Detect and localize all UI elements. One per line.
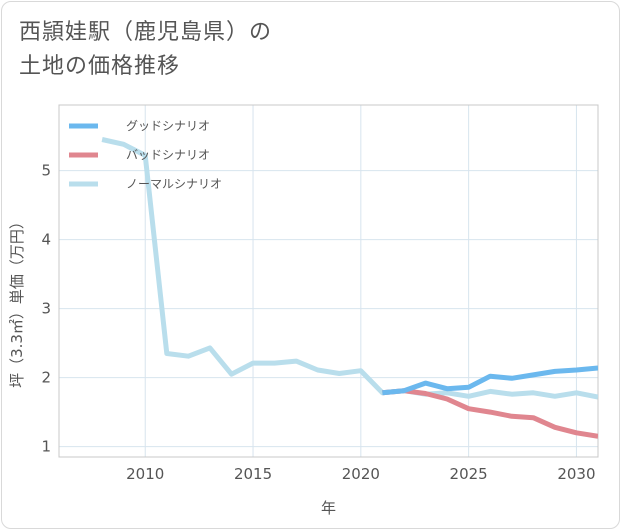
- series-line-0: [382, 365, 598, 396]
- grid-lines: [59, 105, 598, 457]
- legend-label: ノーマルシナリオ: [126, 177, 222, 191]
- y-tick-label: 3: [41, 300, 51, 318]
- x-axis-label: 年: [321, 499, 336, 517]
- legend-label: バッドシナリオ: [126, 148, 210, 162]
- y-tick-label: 1: [41, 438, 51, 456]
- title-line-1: 西頴娃駅（鹿児島県）の: [19, 20, 273, 45]
- series-line-1: [382, 388, 598, 439]
- y-tick-label: 5: [41, 162, 51, 180]
- series-layer: [101, 137, 598, 439]
- y-axis-label: 坪（3.3㎡）単価（万円）: [8, 214, 26, 388]
- series-line-2: [101, 137, 598, 400]
- x-tick-label: 2010: [126, 465, 164, 483]
- page-title: 西頴娃駅（鹿児島県）の 土地の価格推移: [19, 16, 272, 84]
- x-tick-label: 2015: [234, 465, 272, 483]
- x-tick-labels: 2010 2015 2020 2025 2030: [126, 465, 595, 483]
- x-tick-label: 2030: [557, 465, 595, 483]
- legend-label: グッドシナリオ: [126, 119, 210, 133]
- y-tick-label: 4: [41, 231, 51, 249]
- y-tick-label: 2: [41, 369, 51, 387]
- x-tick-label: 2020: [342, 465, 380, 483]
- plot-frame: [58, 104, 599, 458]
- y-tick-labels: 1 2 3 4 5: [41, 162, 51, 456]
- x-tick-label: 2025: [450, 465, 488, 483]
- title-line-2: 土地の価格推移: [19, 54, 181, 79]
